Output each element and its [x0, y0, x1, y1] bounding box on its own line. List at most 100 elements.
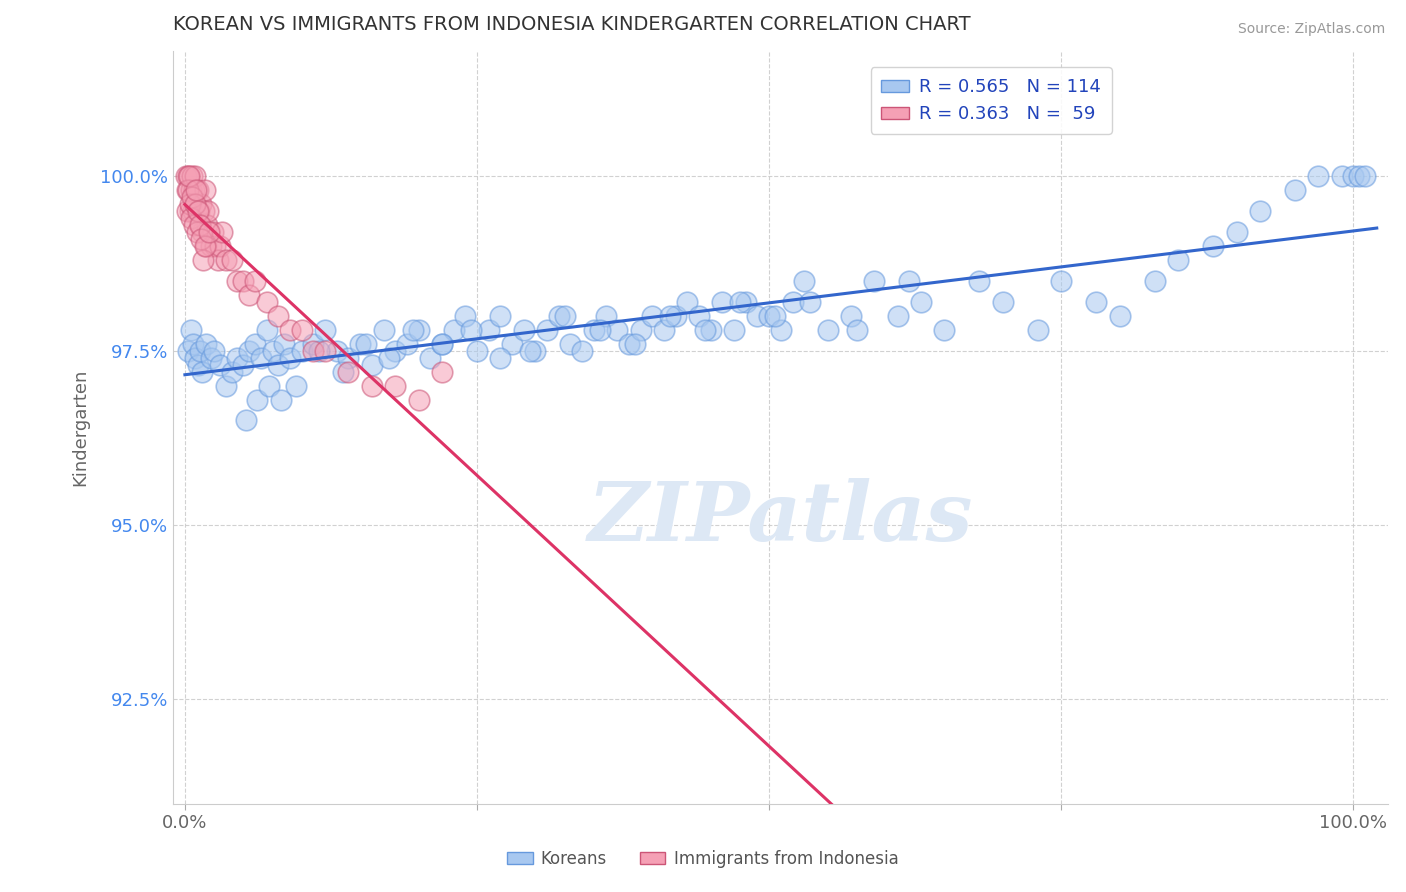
Point: [211, 225, 233, 239]
Point: [799, 294, 821, 309]
Point: [337, 351, 360, 365]
Point: [197, 204, 219, 219]
Point: [181, 204, 204, 219]
Point: [184, 169, 207, 184]
Point: [1330, 169, 1353, 184]
Point: [763, 309, 786, 323]
Point: [190, 232, 212, 246]
Point: [652, 323, 675, 337]
Point: [201, 225, 224, 239]
Point: [267, 309, 290, 323]
Point: [256, 323, 278, 337]
Point: [184, 197, 207, 211]
Point: [204, 239, 226, 253]
Point: [1343, 169, 1365, 184]
Point: [302, 343, 325, 358]
Point: [665, 309, 688, 323]
Point: [208, 239, 231, 253]
Point: [617, 336, 640, 351]
Point: [180, 169, 202, 184]
Point: [460, 323, 482, 337]
Point: [1284, 183, 1306, 197]
Point: [547, 309, 569, 323]
Point: [193, 204, 215, 219]
Point: [302, 336, 325, 351]
Point: [501, 336, 523, 351]
Point: [187, 183, 209, 197]
Point: [898, 274, 921, 288]
Point: [256, 294, 278, 309]
Point: [278, 323, 301, 337]
Point: [478, 323, 501, 337]
Point: [560, 336, 582, 351]
Point: [181, 336, 204, 351]
Point: [641, 309, 664, 323]
Point: [184, 183, 207, 197]
Point: [184, 351, 207, 365]
Point: [186, 204, 208, 219]
Point: [186, 225, 208, 239]
Point: [402, 323, 425, 337]
Point: [571, 343, 593, 358]
Point: [1085, 294, 1108, 309]
Point: [354, 336, 377, 351]
Point: [183, 183, 205, 197]
Point: [176, 183, 198, 197]
Point: [395, 336, 418, 351]
Point: [969, 274, 991, 288]
Point: [208, 358, 231, 372]
Point: [243, 274, 266, 288]
Point: [200, 239, 222, 253]
Point: [378, 351, 401, 365]
Point: [207, 253, 229, 268]
Point: [1249, 204, 1271, 219]
Point: [630, 323, 652, 337]
Point: [191, 253, 214, 268]
Point: [384, 378, 406, 392]
Point: [1108, 309, 1130, 323]
Point: [262, 343, 284, 358]
Point: [373, 323, 395, 337]
Point: [180, 183, 202, 197]
Point: [284, 378, 307, 392]
Point: [360, 358, 382, 372]
Point: [232, 358, 254, 372]
Point: [337, 365, 360, 379]
Point: [443, 323, 465, 337]
Point: [215, 253, 238, 268]
Point: [349, 336, 371, 351]
Point: [839, 309, 862, 323]
Point: [177, 169, 200, 184]
Point: [177, 169, 200, 184]
Point: [676, 294, 699, 309]
Point: [711, 294, 734, 309]
Point: [194, 336, 217, 351]
Point: [221, 365, 243, 379]
Point: [1050, 274, 1073, 288]
Point: [202, 343, 225, 358]
Point: [188, 343, 211, 358]
Point: [238, 288, 260, 302]
Point: [194, 239, 217, 253]
Legend: R = 0.565   N = 114, R = 0.363   N =  59: R = 0.565 N = 114, R = 0.363 N = 59: [870, 68, 1112, 134]
Legend: Koreans, Immigrants from Indonesia: Koreans, Immigrants from Indonesia: [501, 844, 905, 875]
Point: [408, 323, 430, 337]
Point: [326, 343, 349, 358]
Point: [198, 225, 221, 239]
Point: [430, 336, 453, 351]
Point: [384, 343, 406, 358]
Point: [179, 197, 201, 211]
Point: [699, 323, 721, 337]
Point: [489, 351, 512, 365]
Point: [886, 309, 908, 323]
Point: [176, 204, 198, 219]
Point: [519, 343, 541, 358]
Point: [270, 392, 292, 407]
Point: [188, 218, 211, 232]
Point: [246, 392, 269, 407]
Point: [728, 294, 751, 309]
Point: [226, 274, 249, 288]
Point: [688, 309, 710, 323]
Text: KOREAN VS IMMIGRANTS FROM INDONESIA KINDERGARTEN CORRELATION CHART: KOREAN VS IMMIGRANTS FROM INDONESIA KIND…: [173, 15, 970, 34]
Point: [221, 253, 243, 268]
